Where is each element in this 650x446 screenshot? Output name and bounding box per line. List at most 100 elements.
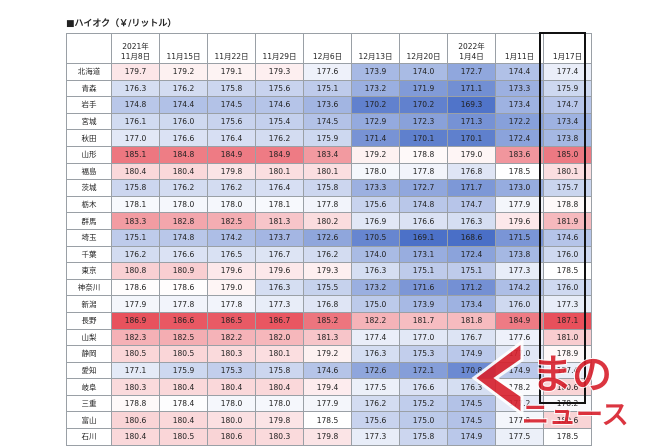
price-cell: 182.2 [207,328,256,347]
price-cell: 174.4 [159,96,208,114]
price-cell: 185.2 [303,311,352,330]
price-cell: 171.6 [399,278,448,297]
price-cell: 179.2 [303,345,352,363]
price-cell: 176.2 [111,245,160,264]
price-cell: 170.8 [447,361,496,380]
price-cell: 171.9 [399,79,448,98]
table-row: 北海道 179.7 179.2 179.1 179.3 177.6 173.9 174.0 17… [66,63,592,81]
price-cell: 178.8 [543,195,592,214]
price-cell: 184.9 [495,311,544,330]
price-cell: 183.6 [495,145,544,164]
date-label: 12月20日 [406,52,441,61]
price-cell: 172.6 [351,361,400,380]
price-cell: 177.3 [543,295,592,313]
price-cell: 176.6 [399,212,448,230]
price-cell: 175.1 [399,262,448,280]
price-cell: 177.8 [207,295,256,313]
prefecture-label: 埼玉 [66,228,112,247]
price-cell: 179.6 [495,212,544,230]
price-cell: 176.2 [303,245,352,264]
price-cell: 178.6 [111,278,160,297]
table-row: 秋田 177.0 176.6 176.4 176.2 175.9 171.4 170.1 170… [66,129,592,147]
price-cell: 177.6 [495,328,544,347]
price-cell: 177.8 [303,195,352,214]
price-cell: 174.7 [447,195,496,214]
price-cell: 178.2 [543,394,592,413]
price-cell: 176.0 [495,295,544,313]
price-cell: 176.1 [111,112,160,131]
price-cell: 173.9 [399,295,448,313]
price-cell: 171.2 [447,278,496,297]
prefecture-label: 宮城 [66,112,112,131]
price-cell: 169.3 [447,96,496,114]
price-cell: 172.4 [447,245,496,264]
price-cell: 181.7 [399,311,448,330]
prefecture-label: 静岡 [66,345,112,363]
price-cell: 173.7 [255,228,304,247]
prefecture-label: 群馬 [66,212,112,230]
price-cell: 176.7 [255,245,304,264]
price-cell: 186.9 [111,311,160,330]
date-header: 11月29日 [255,33,304,64]
price-cell: 177.2 [495,394,544,413]
price-cell: 177.4 [543,63,592,81]
price-cell: 173.8 [495,245,544,264]
price-cell: 170.2 [351,96,400,114]
price-cell: 182.3 [111,328,160,347]
price-cell: 172.3 [399,112,448,131]
table-row: 静岡 180.5 180.5 180.3 180.1 179.2 176.3 175.3 174… [66,345,592,363]
table-row: 東京 180.8 180.9 179.6 179.6 179.3 176.3 175.1 175… [66,262,592,280]
price-cell: 186.6 [159,311,208,330]
prefecture-label: 石川 [66,428,112,446]
price-cell: 176.2 [351,394,400,413]
price-cell: 175.8 [207,79,256,98]
table-row: 山形 185.1 184.8 184.9 184.9 183.4 179.2 178.8 179… [66,145,592,164]
price-cell: 180.6 [207,428,256,446]
price-cell: 175.7 [543,179,592,197]
price-cell: 180.3 [111,378,160,396]
table-title: ■ハイオク（￥/リットル） [66,19,177,29]
price-cell: 170.2 [399,96,448,114]
price-cell: 180.4 [111,428,160,446]
price-cell: 176.2 [159,179,208,197]
price-cell: 172.2 [495,112,544,131]
prefecture-label: 山形 [66,145,112,164]
prefecture-label: 三重 [66,394,112,413]
price-cell: 185.0 [543,145,592,164]
price-cell: 175.8 [255,361,304,380]
price-cell: 175.8 [303,179,352,197]
price-cell: 175.1 [303,79,352,98]
price-cell: 176.9 [351,212,400,230]
price-cell: 179.1 [207,63,256,81]
price-cell: 179.8 [303,428,352,446]
price-cell: 178.2 [495,378,544,396]
price-cell: 180.1 [303,162,352,181]
price-cell: 177.6 [303,63,352,81]
price-cell: 180.4 [207,378,256,396]
price-cell: 179.7 [111,63,160,81]
price-cell: 178.6 [159,278,208,297]
price-cell: 170.1 [399,129,448,147]
prefecture-label: 福島 [66,162,112,181]
price-cell: 177.3 [351,428,400,446]
price-cell: 177.3 [255,295,304,313]
price-cell: 175.9 [303,129,352,147]
price-cell: 179.8 [207,162,256,181]
price-cell: 176.3 [111,79,160,98]
date-header: 1月17日 [543,33,592,64]
price-cell: 174.9 [495,361,544,380]
price-cell: 173.8 [543,129,592,147]
price-cell: 176.0 [543,278,592,297]
price-cell: 187.1 [543,311,592,330]
price-cell: 177.8 [399,162,448,181]
price-cell: 173.9 [351,63,400,81]
price-cell: 173.3 [351,179,400,197]
price-cell: 176.6 [399,378,448,396]
date-label: 11月29日 [262,52,297,61]
price-cell: 178.0 [351,162,400,181]
price-cell: 171.4 [351,129,400,147]
price-cell: 169.1 [399,228,448,247]
price-cell: 174.8 [111,96,160,114]
price-cell: 175.3 [399,345,448,363]
price-cell: 178.8 [111,394,160,413]
